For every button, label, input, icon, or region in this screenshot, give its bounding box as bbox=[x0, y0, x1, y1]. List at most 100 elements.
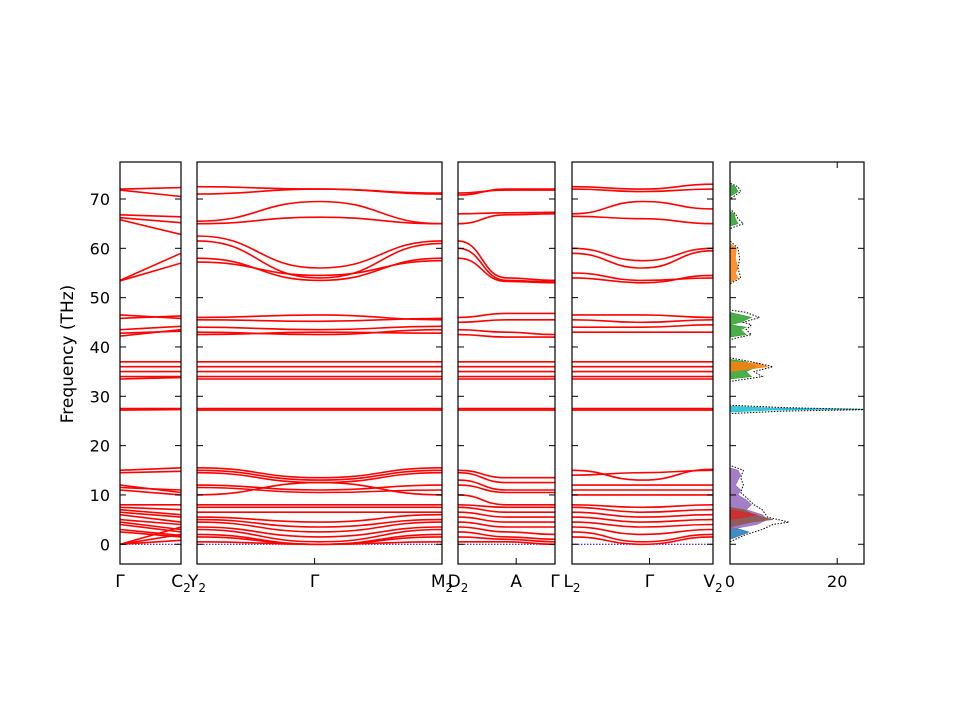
y-tick-label: 20 bbox=[90, 437, 110, 456]
partial-dos-fill bbox=[730, 526, 750, 540]
phonon-band bbox=[458, 541, 555, 546]
high-symmetry-subscript: 2 bbox=[461, 581, 469, 595]
phonon-band bbox=[120, 214, 181, 218]
high-symmetry-label: A bbox=[510, 572, 522, 592]
high-symmetry-label: Γ bbox=[310, 572, 320, 592]
phonon-band bbox=[120, 533, 181, 546]
panel-plot-area bbox=[572, 183, 713, 546]
phonon-band bbox=[572, 250, 713, 269]
phonon-band bbox=[458, 521, 555, 528]
y-tick-label: 60 bbox=[90, 239, 110, 258]
phonon-band bbox=[120, 376, 181, 380]
phonon-band bbox=[572, 200, 713, 215]
phonon-band bbox=[458, 211, 555, 215]
phonon-band bbox=[120, 521, 181, 531]
phonon-band bbox=[197, 481, 442, 496]
partial-dos-fill bbox=[730, 183, 739, 197]
phonon-band bbox=[458, 213, 555, 225]
phonon-band bbox=[458, 312, 555, 319]
phonon-band bbox=[120, 252, 181, 282]
phonon-band bbox=[572, 526, 713, 536]
phonon-band bbox=[120, 328, 181, 337]
phonon-band bbox=[197, 528, 442, 543]
high-symmetry-label: L2 bbox=[563, 572, 580, 595]
dos-panel: 0 20 bbox=[725, 161, 865, 591]
y-tick-label: 50 bbox=[90, 289, 110, 308]
phonon-band bbox=[458, 536, 555, 543]
phonon-band bbox=[120, 315, 181, 320]
phonon-band bbox=[458, 511, 555, 518]
phonon-band bbox=[572, 536, 713, 546]
phonon-band bbox=[120, 467, 181, 472]
phonon-band bbox=[572, 531, 713, 543]
phonon-band bbox=[458, 188, 555, 196]
y-tick-label: 70 bbox=[90, 190, 110, 209]
high-symmetry-label: V2 bbox=[703, 572, 722, 595]
phonon-band bbox=[572, 274, 713, 284]
phonon-band bbox=[572, 188, 713, 193]
phonon-band bbox=[458, 240, 555, 282]
phonon-band bbox=[572, 469, 713, 476]
panel-frame bbox=[196, 161, 443, 565]
phonon-band bbox=[120, 489, 181, 496]
phonon-band bbox=[458, 469, 555, 479]
phonon-band bbox=[120, 486, 181, 491]
high-symmetry-subscript: 2 bbox=[446, 581, 454, 595]
high-symmetry-subscript: 2 bbox=[183, 581, 191, 595]
panel-plot-area bbox=[120, 186, 181, 546]
phonon-band bbox=[197, 518, 442, 528]
phonon-band bbox=[120, 325, 181, 331]
phonon-band bbox=[458, 494, 555, 506]
phonon-band bbox=[572, 504, 713, 509]
phonon-band bbox=[197, 325, 442, 331]
phonon-band bbox=[120, 408, 181, 411]
partial-dos-fill bbox=[730, 243, 739, 284]
phonon-band bbox=[197, 469, 442, 481]
phonon-band bbox=[458, 484, 555, 494]
phonon-band bbox=[572, 521, 713, 528]
phonon-band bbox=[197, 257, 442, 282]
phonon-band bbox=[197, 526, 442, 538]
phonon-band bbox=[458, 247, 555, 283]
panel-frame bbox=[457, 161, 556, 565]
phonon-band bbox=[458, 471, 555, 484]
phonon-band bbox=[572, 314, 713, 319]
dos-frame bbox=[729, 161, 865, 565]
phonon-band bbox=[197, 200, 442, 225]
dos-plot-area bbox=[730, 182, 864, 543]
phonon-band bbox=[120, 539, 181, 546]
phonon-band bbox=[120, 508, 181, 516]
high-symmetry-label: Γ bbox=[550, 572, 560, 592]
phonon-band bbox=[120, 186, 181, 190]
panel-frame bbox=[571, 161, 714, 565]
phonon-band bbox=[197, 467, 442, 479]
phonon-band bbox=[572, 506, 713, 514]
phonon-band bbox=[458, 318, 555, 324]
band-panel-3: D2 A Γ bbox=[448, 161, 560, 595]
band-panel-2: Y2 Γ M2 bbox=[187, 161, 454, 595]
phonon-band bbox=[458, 479, 555, 491]
phonon-band bbox=[572, 511, 713, 518]
high-symmetry-subscript: 2 bbox=[715, 581, 723, 595]
phonon-band bbox=[458, 333, 555, 338]
high-symmetry-subscript: 2 bbox=[198, 581, 206, 595]
phonon-band bbox=[120, 526, 181, 546]
phonon-band bbox=[197, 328, 442, 336]
phonon-band bbox=[458, 257, 555, 284]
panel-plot-area bbox=[458, 188, 555, 546]
partial-dos-fill bbox=[730, 405, 864, 413]
phonon-band bbox=[120, 218, 181, 236]
partial-dos-fill bbox=[730, 509, 757, 520]
phonon-band bbox=[120, 518, 181, 526]
panel-plot-area bbox=[197, 185, 442, 546]
high-symmetry-label: D2 bbox=[448, 572, 469, 595]
phonon-band bbox=[458, 504, 555, 509]
phonon-band bbox=[120, 470, 181, 474]
phonon-band bbox=[458, 526, 555, 536]
phonon-band bbox=[197, 188, 442, 195]
y-axis-label: Frequency (THz) bbox=[58, 285, 78, 424]
phonon-band bbox=[120, 511, 181, 518]
